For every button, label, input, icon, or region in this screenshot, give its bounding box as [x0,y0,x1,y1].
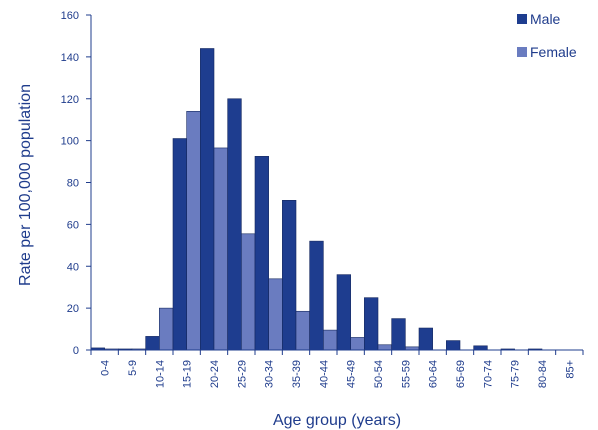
bars-group [90,48,543,351]
x-tick-label: 25-29 [236,360,248,388]
legend-label-female: Female [530,44,577,60]
x-tick-label: 60-64 [428,360,440,388]
x-tick-label: 45-49 [346,360,358,388]
bar-female-35-39 [295,310,310,351]
legend: Male Female [517,11,577,60]
x-tick-label: 20-24 [209,360,221,388]
y-axis-title: Rate per 100,000 population [17,84,34,286]
bar-female-15-19 [186,111,201,351]
y-ticks-group: 0 20 40 60 80 100 120 140 160 [61,10,91,357]
y-tick-label: 120 [61,94,79,106]
x-tick-label: 0-4 [100,360,112,376]
legend-label-male: Male [530,11,561,27]
bar-male-65-69 [446,340,461,351]
y-tick-label: 160 [61,10,79,22]
x-tick-label: 85+ [564,360,576,379]
y-tick-label: 0 [73,345,79,357]
bar-female-10-14 [159,307,174,351]
y-tick-label: 20 [67,303,79,315]
x-tick-label: 55-59 [400,360,412,388]
x-tick-label: 40-44 [318,360,330,388]
bar-male-45-49 [336,274,351,351]
bar-male-25-29 [227,98,242,351]
x-tick-label: 30-34 [264,360,276,388]
bar-male-70-74 [473,345,488,351]
x-tick-label: 35-39 [291,360,303,388]
x-tick-label: 50-54 [373,360,385,388]
bar-male-60-64 [418,327,433,351]
x-tick-label: 5-9 [127,360,139,376]
y-tick-label: 140 [61,52,79,64]
bar-male-40-44 [309,240,324,351]
y-tick-label: 40 [67,261,79,273]
legend-swatch-male [517,14,527,24]
bar-male-20-24 [200,48,215,351]
bar-male-15-19 [172,138,187,351]
bar-female-30-34 [268,278,283,351]
bar-male-55-59 [391,318,406,351]
x-tick-label: 10-14 [154,360,166,388]
legend-swatch-female [517,47,527,57]
x-tick-label: 70-74 [482,360,494,388]
bar-male-10-14 [145,336,160,351]
x-tick-label: 80-84 [537,360,549,388]
bar-male-30-34 [254,156,269,351]
x-axis-title: Age group (years) [273,412,401,429]
bar-female-40-44 [323,329,338,351]
bar-female-50-54 [377,344,392,351]
x-tick-label: 65-69 [455,360,467,388]
x-tick-label: 75-79 [510,360,522,388]
y-tick-label: 80 [67,178,79,190]
bar-female-25-29 [241,233,256,351]
y-tick-label: 100 [61,136,79,148]
bar-female-20-24 [213,147,228,351]
bar-male-35-39 [282,200,297,351]
bar-male-50-54 [364,297,379,351]
x-ticks-group: 0-4 5-9 10-14 15-19 20-24 25-29 30-34 35-39 40-4… [90,350,584,388]
x-tick-label: 15-19 [182,360,194,388]
y-tick-label: 60 [67,219,79,231]
bar-female-45-49 [350,337,365,351]
